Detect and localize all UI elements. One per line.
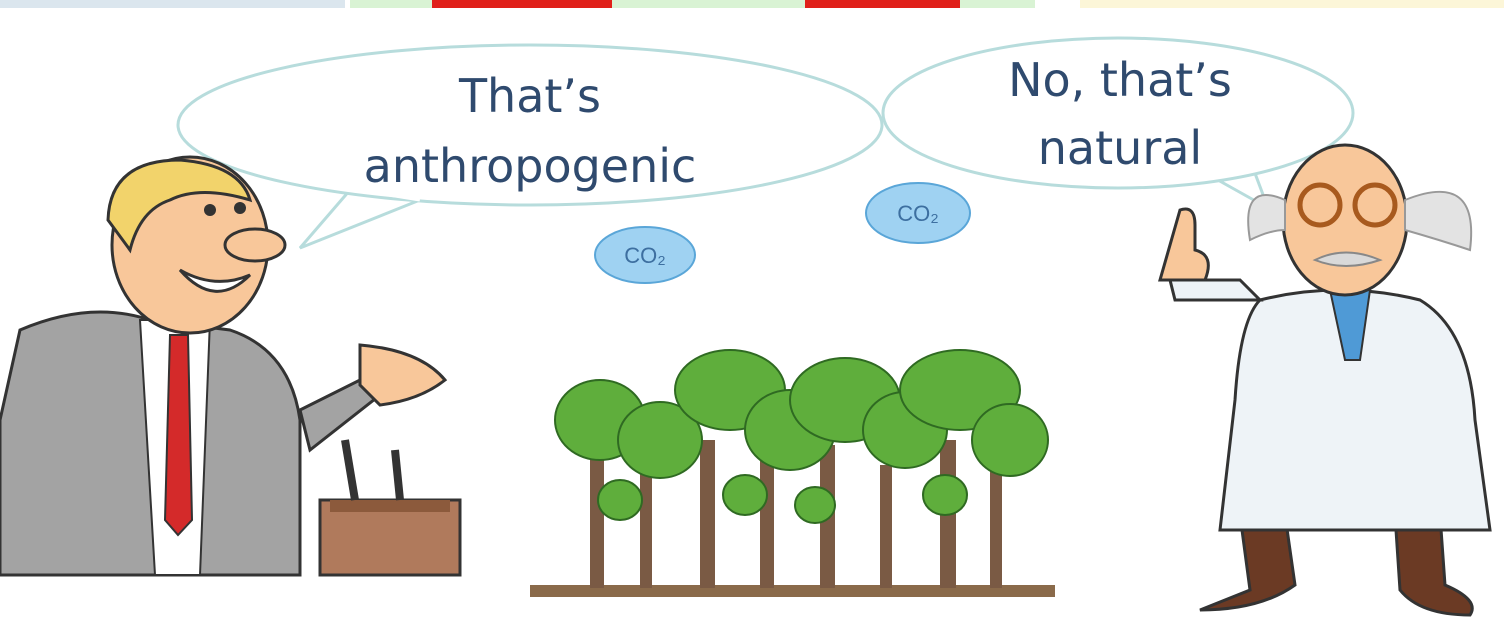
speech-bubble: That’s anthropogenic: [176, 43, 884, 250]
co2-label: CO₂: [624, 243, 666, 268]
businessman: [0, 155, 462, 577]
forest: [530, 349, 1055, 597]
top-strip: [0, 0, 345, 8]
speech-text: natural: [1038, 121, 1202, 175]
speech-text: No, that’s: [1008, 53, 1232, 107]
co2-label: CO₂: [897, 201, 939, 226]
speech-bubble: No, that’s natural: [881, 36, 1355, 212]
scientist: [1158, 143, 1492, 617]
top-strip: [350, 0, 1035, 8]
top-strip: [805, 0, 960, 8]
co2-bubble: CO₂: [594, 226, 696, 284]
co2-bubble: CO₂: [865, 182, 971, 244]
speech-text: anthropogenic: [364, 139, 697, 193]
speech-text: That’s: [458, 69, 601, 123]
top-strip: [1080, 0, 1504, 8]
top-strip: [432, 0, 612, 8]
